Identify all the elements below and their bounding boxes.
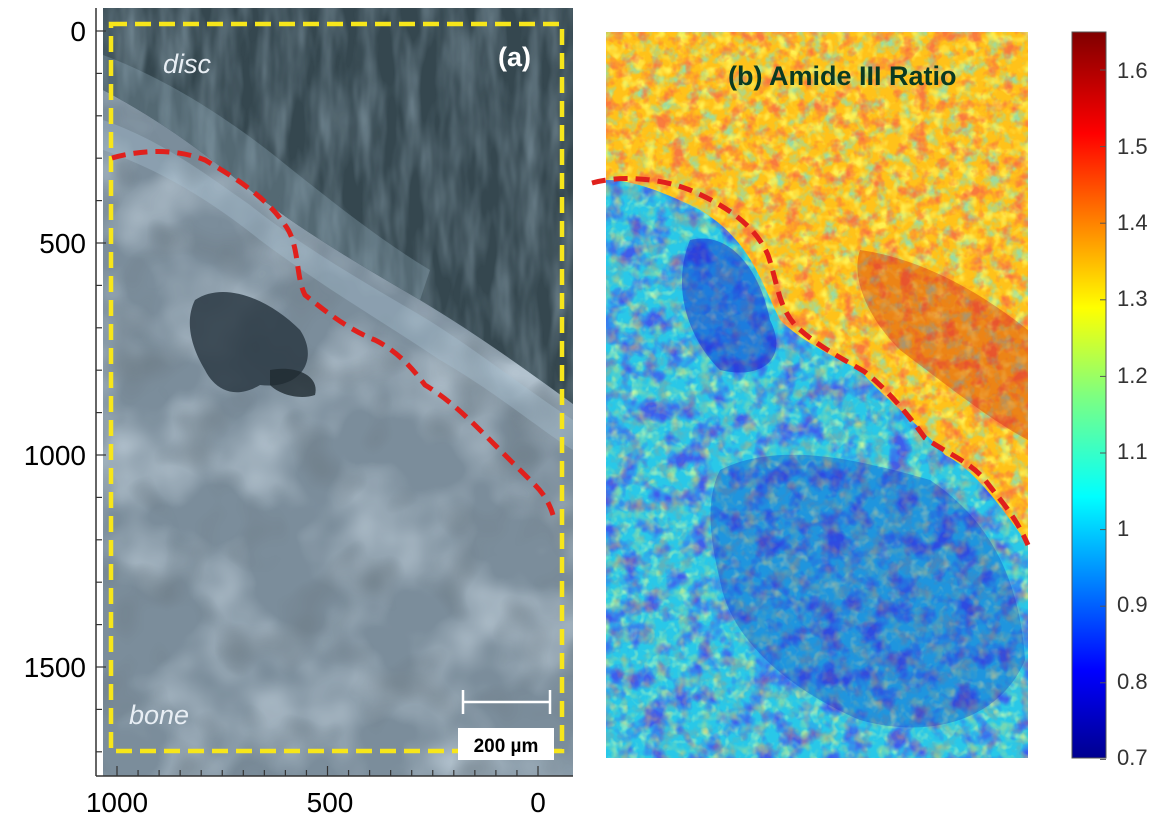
panel-b-title: (b) Amide III Ratio [728,61,957,91]
boundary-line-a [111,149,556,516]
colorbar: 1.6 1.5 1.4 1.3 1.2 1.1 1 0.9 0.8 0.7 [1071,31,1148,770]
colorbar-tick-label: 1 [1117,516,1129,541]
scale-bar: 200 µm [458,690,554,760]
colorbar-tick-label: 1.1 [1117,439,1148,464]
boundary-line-b [591,176,1031,546]
colorbar-ticks [1100,69,1106,760]
panel-a-microscopy: 200 µm disc bone (a) [103,8,573,776]
x-tick-label: 1000 [86,787,148,818]
roi-box [108,21,565,754]
colorbar-gradient [1071,31,1107,759]
x-tick-label: 0 [530,787,546,818]
panel-a-axes [95,8,573,777]
y-tick-label: 1000 [24,440,86,471]
panel-a-label: (a) [498,42,531,72]
y-tick-label: 500 [39,228,86,259]
disc-label: disc [163,49,212,79]
colorbar-tick-label: 1.4 [1117,210,1148,235]
colorbar-tick-label: 0.8 [1117,669,1148,694]
x-tick-label: 500 [307,787,354,818]
colorbar-tick-label: 1.6 [1117,58,1148,83]
x-axis-ticks: 1000 500 0 [86,787,546,818]
dark-cavity [189,291,308,393]
panel-b-map: (b) Amide III Ratio [591,32,1031,758]
y-tick-label: 0 [70,16,86,47]
y-axis-ticks: 0 500 1000 1500 [24,16,86,683]
colorbar-tick-label: 0.9 [1117,592,1148,617]
bone-label: bone [129,700,189,730]
y-tick-label: 1500 [24,652,86,683]
colorbar-tick-label: 1.2 [1117,363,1148,388]
colorbar-tick-label: 1.5 [1117,134,1148,159]
axis-minor-ticks [96,30,539,776]
colorbar-tick-label: 0.7 [1117,745,1148,770]
scale-bar-label: 200 µm [474,736,539,757]
colorbar-tick-label: 1.3 [1117,286,1148,311]
